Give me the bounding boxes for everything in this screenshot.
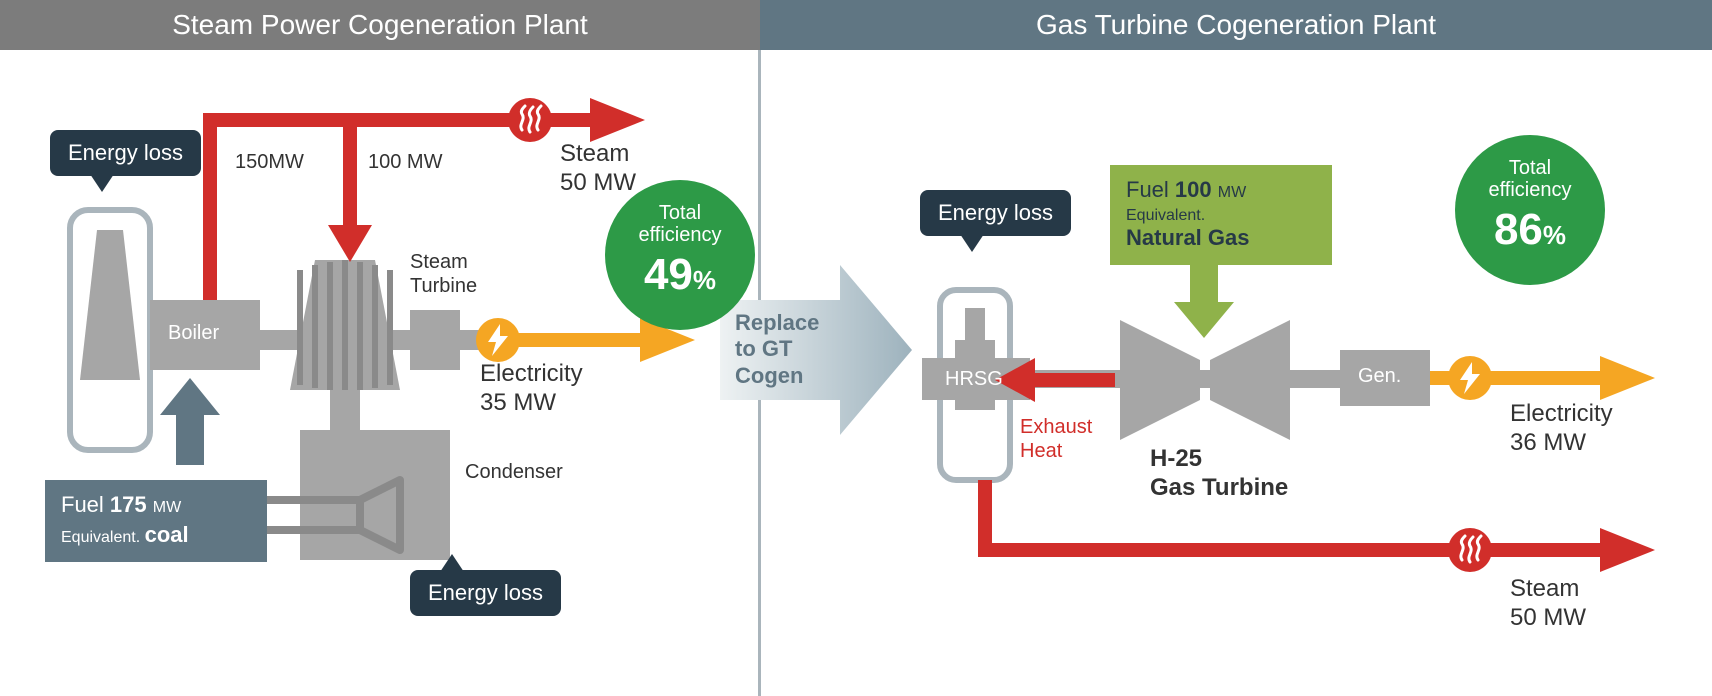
steam-turbine-icon	[290, 260, 400, 390]
elec-arrow-right	[1600, 356, 1655, 400]
diagram-root: Steam Power Cogeneration Plant Gas Turbi…	[0, 0, 1712, 696]
gt-label: H-25 Gas Turbine	[1150, 445, 1288, 503]
smokestack-icon	[80, 230, 140, 380]
fuel-box-gas: Fuel 100 MW Equivalent. Natural Gas	[1110, 165, 1332, 265]
condenser-label: Condenser	[465, 460, 563, 484]
hrsg-label: HRSG	[945, 368, 1003, 391]
gen-label: Gen.	[1358, 365, 1401, 388]
efficiency-value: 86%	[1455, 201, 1605, 255]
steam-icon	[1448, 528, 1492, 572]
bolt-icon	[1448, 356, 1492, 400]
pipe-label-main: 150MW	[235, 150, 304, 174]
electricity-output-label: Electricity 35 MW	[480, 360, 583, 418]
condenser-box	[300, 430, 450, 560]
steam-output-label: Steam 50 MW	[1510, 575, 1586, 633]
gearbox-icon	[410, 310, 460, 370]
efficiency-label: Total efficiency	[1455, 135, 1605, 201]
steam-output-label: Steam 50 MW	[560, 140, 636, 198]
hrsg-top-stub	[965, 308, 985, 342]
pipe-label-branch: 100 MW	[368, 150, 442, 174]
steam-arrow-left	[590, 98, 645, 142]
boiler-outline	[70, 210, 150, 450]
exhaust-label: Exhaust Heat	[1020, 415, 1092, 463]
condenser-column	[330, 390, 360, 440]
steam-pipe-right	[985, 480, 1600, 550]
electricity-output-label: Electricity 36 MW	[1510, 400, 1613, 458]
fuel-box-coal: Fuel 175 MW Equivalent. coal	[45, 480, 267, 562]
svg-layer	[0, 0, 1712, 696]
steam-turbine-label: Steam Turbine	[410, 250, 477, 298]
gt-left-cone	[1120, 320, 1200, 440]
shaft-left	[260, 330, 500, 350]
header-left: Steam Power Cogeneration Plant	[0, 0, 760, 50]
energy-loss-callout: Energy loss	[50, 130, 201, 176]
steam-icon	[508, 98, 552, 142]
energy-loss-callout: Energy loss	[920, 190, 1071, 236]
boiler-label: Boiler	[168, 322, 219, 345]
fuel-arrow-left	[160, 378, 220, 465]
fuel-arrow-right	[1174, 262, 1234, 338]
steam-pipe-left	[210, 120, 590, 300]
steam-arrow-right	[1600, 528, 1655, 572]
turbine-fins-icon	[300, 260, 390, 392]
replace-label: Replace to GT Cogen	[735, 310, 819, 389]
efficiency-value: 49%	[605, 246, 755, 300]
energy-loss-callout: Energy loss	[410, 570, 561, 616]
gt-right-cone	[1210, 320, 1290, 440]
header-right: Gas Turbine Cogeneration Plant	[760, 0, 1712, 50]
efficiency-badge-left: Total efficiency 49%	[605, 180, 755, 330]
bolt-icon	[476, 318, 520, 362]
efficiency-badge-right: Total efficiency 86%	[1455, 135, 1605, 285]
steam-pipe-branch-arrow	[328, 225, 372, 262]
